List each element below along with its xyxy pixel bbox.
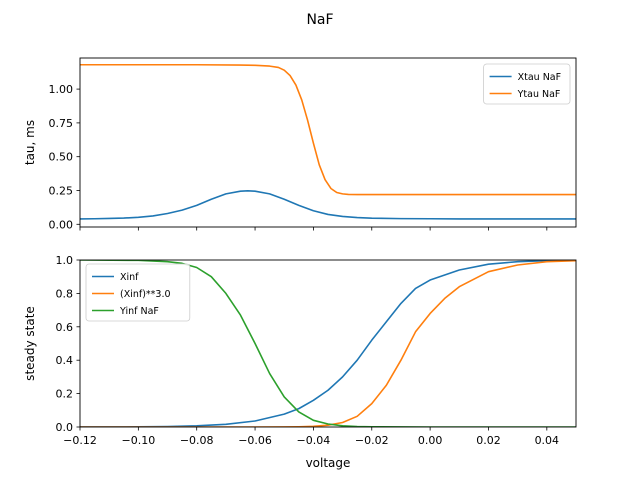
- x-tick-label: 0.02: [476, 434, 501, 447]
- tau-axes-frame: [79, 57, 577, 228]
- series-line-xinf: [80, 260, 576, 427]
- x-tick-label: 0.00: [418, 434, 443, 447]
- steady-state-axes-frame: [79, 259, 577, 428]
- y-tick-label: 0.25: [49, 184, 74, 197]
- x-tick-label: −0.06: [238, 434, 272, 447]
- steady-state-ylabel: steady state: [23, 306, 37, 381]
- y-tick-label: 0.2: [56, 388, 74, 401]
- x-tick-label: −0.04: [297, 434, 331, 447]
- y-tick-label: 1.0: [56, 254, 74, 267]
- figure-title: NaF: [306, 12, 333, 28]
- y-tick-label: 0.4: [56, 354, 74, 367]
- x-tick-label: −0.02: [355, 434, 389, 447]
- legend-label-xtau-naf: Xtau NaF: [518, 72, 562, 83]
- y-tick-label: 1.00: [49, 83, 74, 96]
- tau-ticks: 0.00 0.25 0.50 0.75 1.00: [49, 83, 548, 231]
- y-tick-label: 0.50: [49, 151, 74, 164]
- y-tick-label: 0.8: [56, 287, 74, 300]
- voltage-xlabel: voltage: [306, 456, 351, 470]
- x-tick-label: −0.08: [180, 434, 214, 447]
- y-tick-label: 0.6: [56, 321, 74, 334]
- tau-panel: 0.00 0.25 0.50 0.75 1.00 tau, ms Xtau NaF Yta…: [23, 57, 577, 231]
- y-tick-label: 0.75: [49, 117, 74, 130]
- tau-ylabel: tau, ms: [23, 120, 37, 165]
- series-line-yinf-naf: [80, 260, 576, 427]
- legend-label-yinf-naf: Yinf NaF: [119, 306, 159, 317]
- steady-state-ticks: −0.12 −0.10 −0.08 −0.06 −0.04 −0.02 0.00 0.02 0.…: [56, 254, 560, 447]
- tau-series-layer: [80, 63, 576, 220]
- x-tick-label: 0.04: [535, 434, 560, 447]
- series-line-xtau-naf: [80, 189, 576, 220]
- legend-label-xinf: Xinf: [120, 272, 139, 283]
- tau-legend: Xtau NaF Ytau NaF: [483, 63, 571, 105]
- steady-state-panel: −0.12 −0.10 −0.08 −0.06 −0.04 −0.02 0.00 0.02 0.…: [23, 254, 577, 470]
- x-tick-label: −0.12: [63, 434, 97, 447]
- y-tick-label: 0.00: [49, 218, 74, 231]
- x-tick-label: −0.10: [121, 434, 155, 447]
- legend-box: [85, 263, 191, 322]
- steady-state-legend: Xinf (Xinf)**3.0 Yinf NaF: [85, 263, 191, 322]
- y-tick-label: 0.0: [56, 421, 74, 434]
- legend-label-xinf-3-0: (Xinf)**3.0: [120, 289, 171, 300]
- legend-label-ytau-naf: Ytau NaF: [517, 89, 561, 100]
- series-line-ytau-naf: [80, 63, 576, 196]
